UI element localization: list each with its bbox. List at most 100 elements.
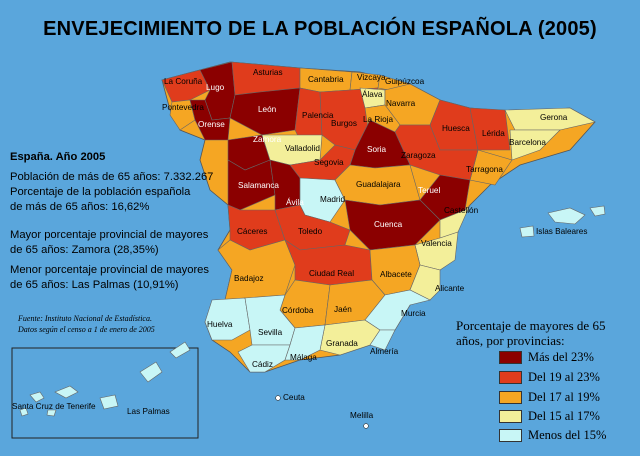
province-label: Huesca <box>442 124 470 133</box>
province-label: Burgos <box>331 119 357 128</box>
province-castellon <box>439 204 471 239</box>
province-label: Islas Baleares <box>536 227 587 236</box>
province-label: Valladolid <box>285 144 320 153</box>
legend-item: Menos del 15% <box>499 428 607 442</box>
province-label: Almería <box>370 347 399 356</box>
province-label: Barcelona <box>509 138 546 147</box>
province-orense <box>189 99 231 141</box>
legend-label: Menos del 15% <box>528 428 607 442</box>
province-label: Córdoba <box>282 306 314 315</box>
province-label: Jaén <box>334 305 352 314</box>
province-label: Ceuta <box>283 393 305 402</box>
legend-swatch <box>499 410 522 423</box>
province-label: Zaragoza <box>401 151 436 160</box>
province-label: Toledo <box>298 227 323 236</box>
province-label: Teruel <box>418 186 440 195</box>
province-label: Guipúzcoa <box>385 77 425 86</box>
province-label: Sevilla <box>258 328 283 337</box>
province-alicante <box>409 264 441 301</box>
province-almeria <box>369 329 396 351</box>
province-label: Vizcaya <box>357 73 386 82</box>
province-label: Cantabria <box>308 75 344 84</box>
province-label: Cáceres <box>237 227 268 236</box>
province-label: Málaga <box>290 353 317 362</box>
stats-line-6: Menor porcentaje provincial de mayores <box>10 264 209 276</box>
province-lerida <box>469 107 511 151</box>
provinces-layer <box>161 61 596 373</box>
legend-title-line-2: años, por provincias: <box>456 333 565 348</box>
province-pontevedra <box>169 99 196 131</box>
canary-islands <box>19 341 191 417</box>
province-malaga <box>284 324 326 361</box>
province-label: Murcia <box>401 309 426 318</box>
province-label: Gerona <box>540 113 568 122</box>
stats-line-1: Población de más de 65 años: 7.332.267 <box>10 171 214 183</box>
province-label: Badajoz <box>234 274 264 283</box>
province-label: Lérida <box>482 129 505 138</box>
province-label: Soria <box>367 145 387 154</box>
province-label: Zamora <box>253 135 282 144</box>
province-label: Cuenca <box>374 220 403 229</box>
legend-item: Del 19 al 23% <box>499 370 600 384</box>
ceuta-marker <box>275 395 281 401</box>
province-label: La Coruña <box>164 77 203 86</box>
source-line-1: Fuente: Instituto Nacional de Estadístic… <box>18 314 152 323</box>
legend-label: Del 17 al 19% <box>528 390 600 404</box>
province-label: Cádiz <box>252 360 273 369</box>
legend-label: Del 15 al 17% <box>528 409 600 423</box>
legend-title: Porcentaje de mayores de 65 años, por pr… <box>456 318 636 348</box>
province-label: Castellón <box>444 206 479 215</box>
canary-inset-frame <box>11 347 199 439</box>
province-label: Valencia <box>421 239 452 248</box>
map-title: ENVEJECIMIENTO DE LA POBLACIÓN ESPAÑOLA … <box>43 18 597 40</box>
legend-label: Más del 23% <box>528 350 594 364</box>
province-gerona <box>504 107 596 131</box>
province-label: Palencia <box>302 111 334 120</box>
province-label: Madrid <box>320 195 345 204</box>
province-label: Ciudad Real <box>309 269 354 278</box>
stats-line-5: de 65 años: Zamora (28,35%) <box>10 244 159 256</box>
province-murcia <box>364 289 431 331</box>
legend-swatch <box>499 371 522 384</box>
province-label: Salamanca <box>238 181 279 190</box>
province-label: Orense <box>198 120 225 129</box>
legend-swatch <box>499 429 522 442</box>
province-label: Álava <box>362 89 383 99</box>
stats-line-4: Mayor porcentaje provincial de mayores <box>10 229 209 241</box>
province-barcelona <box>509 129 561 161</box>
province-label: Segovia <box>314 158 344 167</box>
stats-line-7: de 65 años: Las Palmas (10,91%) <box>10 279 179 291</box>
legend-swatch <box>499 391 522 404</box>
legend-item: Más del 23% <box>499 350 594 364</box>
province-label: Pontevedra <box>162 103 204 112</box>
stats-heading: España. Año 2005 <box>10 151 106 163</box>
province-label: Granada <box>326 339 358 348</box>
province-label: Navarra <box>386 99 416 108</box>
province-label: Melilla <box>350 411 374 420</box>
province-label: Huelva <box>207 320 233 329</box>
province-label: Albacete <box>380 270 412 279</box>
legend-title-line-1: Porcentaje de mayores de 65 <box>456 318 606 333</box>
province-label: Lugo <box>206 83 225 92</box>
legend-item: Del 15 al 17% <box>499 409 600 423</box>
stats-line-2: Porcentaje de la población española <box>10 186 191 198</box>
province-cuenca <box>344 199 441 251</box>
source-line-2: Datos según el censo a 1 de enero de 200… <box>18 325 155 334</box>
legend-swatch <box>499 351 522 364</box>
province-label: León <box>258 105 277 114</box>
province-huelva <box>204 297 251 341</box>
province-label: La Rioja <box>363 115 393 124</box>
province-label: Santa Cruz de Tenerife <box>12 402 96 411</box>
legend-item: Del 17 al 19% <box>499 390 600 404</box>
province-label: Tarragona <box>466 165 503 174</box>
source-note: Fuente: Instituto Nacional de Estadístic… <box>18 313 155 335</box>
stats-line-3: de más de 65 años: 16,62% <box>10 201 150 213</box>
legend-label: Del 19 al 23% <box>528 370 600 384</box>
province-label: Asturias <box>253 68 283 77</box>
balearic-islands <box>519 205 606 238</box>
province-la-coruna <box>161 69 211 103</box>
melilla-marker <box>363 423 369 429</box>
province-label: Guadalajara <box>356 180 401 189</box>
